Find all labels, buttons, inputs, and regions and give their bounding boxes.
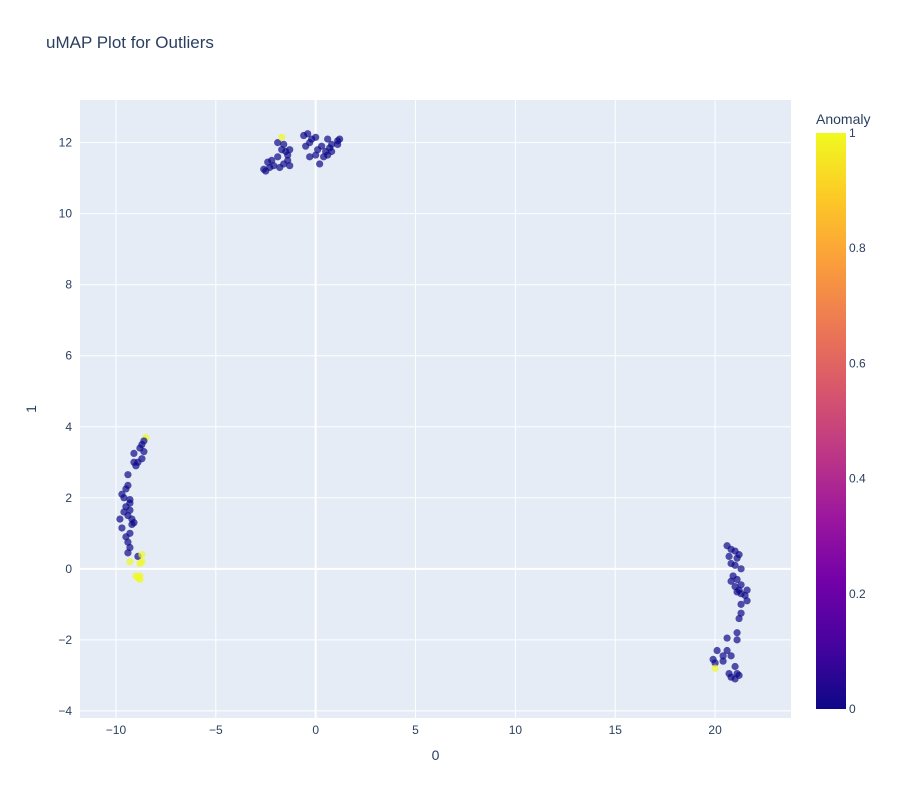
colorbar-tick-label: 0.6 — [849, 356, 866, 370]
data-point[interactable] — [719, 657, 727, 665]
chart-title: uMAP Plot for Outliers — [46, 33, 214, 52]
data-point[interactable] — [733, 554, 741, 562]
data-point[interactable] — [304, 130, 312, 138]
x-tick-label: 0 — [312, 723, 319, 737]
y-tick-label: 10 — [59, 207, 73, 221]
y-tick-label: 6 — [65, 349, 72, 363]
data-point[interactable] — [318, 142, 326, 150]
data-point[interactable] — [286, 162, 294, 170]
data-point[interactable] — [713, 646, 721, 655]
data-point[interactable] — [126, 558, 134, 566]
y-tick-label: −4 — [58, 704, 72, 718]
x-tick-label: −5 — [209, 723, 223, 737]
y-tick-label: 4 — [65, 420, 72, 434]
data-point[interactable] — [719, 652, 727, 660]
data-point[interactable] — [737, 600, 745, 608]
data-point[interactable] — [138, 551, 146, 559]
data-point[interactable] — [122, 485, 130, 493]
x-tick-label: 10 — [509, 723, 523, 737]
data-point[interactable] — [328, 140, 336, 148]
data-point[interactable] — [733, 629, 741, 637]
y-tick-label: 8 — [65, 278, 72, 292]
data-point[interactable] — [118, 524, 126, 532]
data-point[interactable] — [743, 597, 751, 605]
data-point[interactable] — [260, 165, 268, 173]
data-point[interactable] — [324, 135, 332, 143]
data-point[interactable] — [286, 146, 294, 154]
data-point[interactable] — [136, 444, 144, 452]
data-point[interactable] — [274, 139, 282, 147]
data-point[interactable] — [725, 552, 733, 560]
data-point[interactable] — [306, 139, 314, 147]
data-point[interactable] — [136, 575, 144, 584]
y-tick-label: 0 — [65, 562, 72, 576]
data-point[interactable] — [737, 565, 745, 573]
data-point[interactable] — [334, 140, 342, 148]
data-point[interactable] — [735, 671, 743, 679]
x-tick-label: −10 — [106, 723, 127, 737]
data-point[interactable] — [723, 634, 731, 642]
data-point[interactable] — [280, 140, 288, 148]
data-point[interactable] — [733, 636, 741, 644]
y-tick-label: 12 — [59, 136, 73, 150]
y-tick-labels: −4 −2 0 2 4 6 8 10 12 — [58, 136, 72, 718]
data-point[interactable] — [316, 160, 324, 168]
scatter-points — [116, 130, 751, 683]
data-point[interactable] — [328, 147, 336, 156]
data-point[interactable] — [116, 515, 124, 523]
data-point[interactable] — [124, 549, 132, 557]
data-point[interactable] — [278, 133, 286, 141]
data-point[interactable] — [711, 659, 719, 667]
data-point[interactable] — [727, 577, 735, 585]
x-tick-label: 5 — [412, 723, 419, 737]
grid-lines — [80, 100, 791, 718]
data-point[interactable] — [723, 646, 731, 655]
data-point[interactable] — [130, 449, 138, 457]
y-tick-label: −2 — [58, 633, 72, 647]
data-point[interactable] — [130, 458, 138, 466]
y-tick-label: 2 — [65, 491, 72, 505]
data-point[interactable] — [733, 575, 741, 584]
x-tick-label: 15 — [609, 723, 623, 737]
data-point[interactable] — [136, 559, 144, 568]
data-point[interactable] — [312, 133, 320, 141]
data-point[interactable] — [306, 153, 314, 161]
colorbar-tick-labels: 0 0.2 0.4 0.6 0.8 1 — [849, 126, 866, 716]
colorbar-tick-label: 0.4 — [849, 472, 866, 486]
data-point[interactable] — [735, 614, 743, 623]
data-point[interactable] — [711, 664, 719, 672]
x-axis-label: 0 — [432, 747, 440, 763]
colorbar-tick-label: 0.8 — [849, 241, 866, 255]
y-axis-label: 1 — [23, 405, 39, 413]
plot-area[interactable] — [80, 100, 791, 718]
data-point[interactable] — [124, 471, 132, 479]
data-point[interactable] — [731, 662, 739, 671]
x-tick-labels: −10 −5 0 5 10 15 20 — [106, 723, 722, 737]
data-point[interactable] — [731, 561, 739, 569]
data-point[interactable] — [120, 494, 128, 502]
colorbar-tick-label: 1 — [849, 126, 856, 140]
colorbar[interactable] — [816, 133, 846, 709]
data-point[interactable] — [268, 156, 276, 164]
x-tick-label: 20 — [708, 723, 722, 737]
data-point[interactable] — [274, 153, 282, 161]
colorbar-title: Anomaly — [816, 111, 870, 127]
colorbar-tick-label: 0.2 — [849, 587, 866, 601]
data-point[interactable] — [312, 151, 320, 159]
data-point[interactable] — [130, 519, 138, 527]
data-point[interactable] — [727, 652, 735, 660]
colorbar-tick-label: 0 — [849, 702, 856, 716]
